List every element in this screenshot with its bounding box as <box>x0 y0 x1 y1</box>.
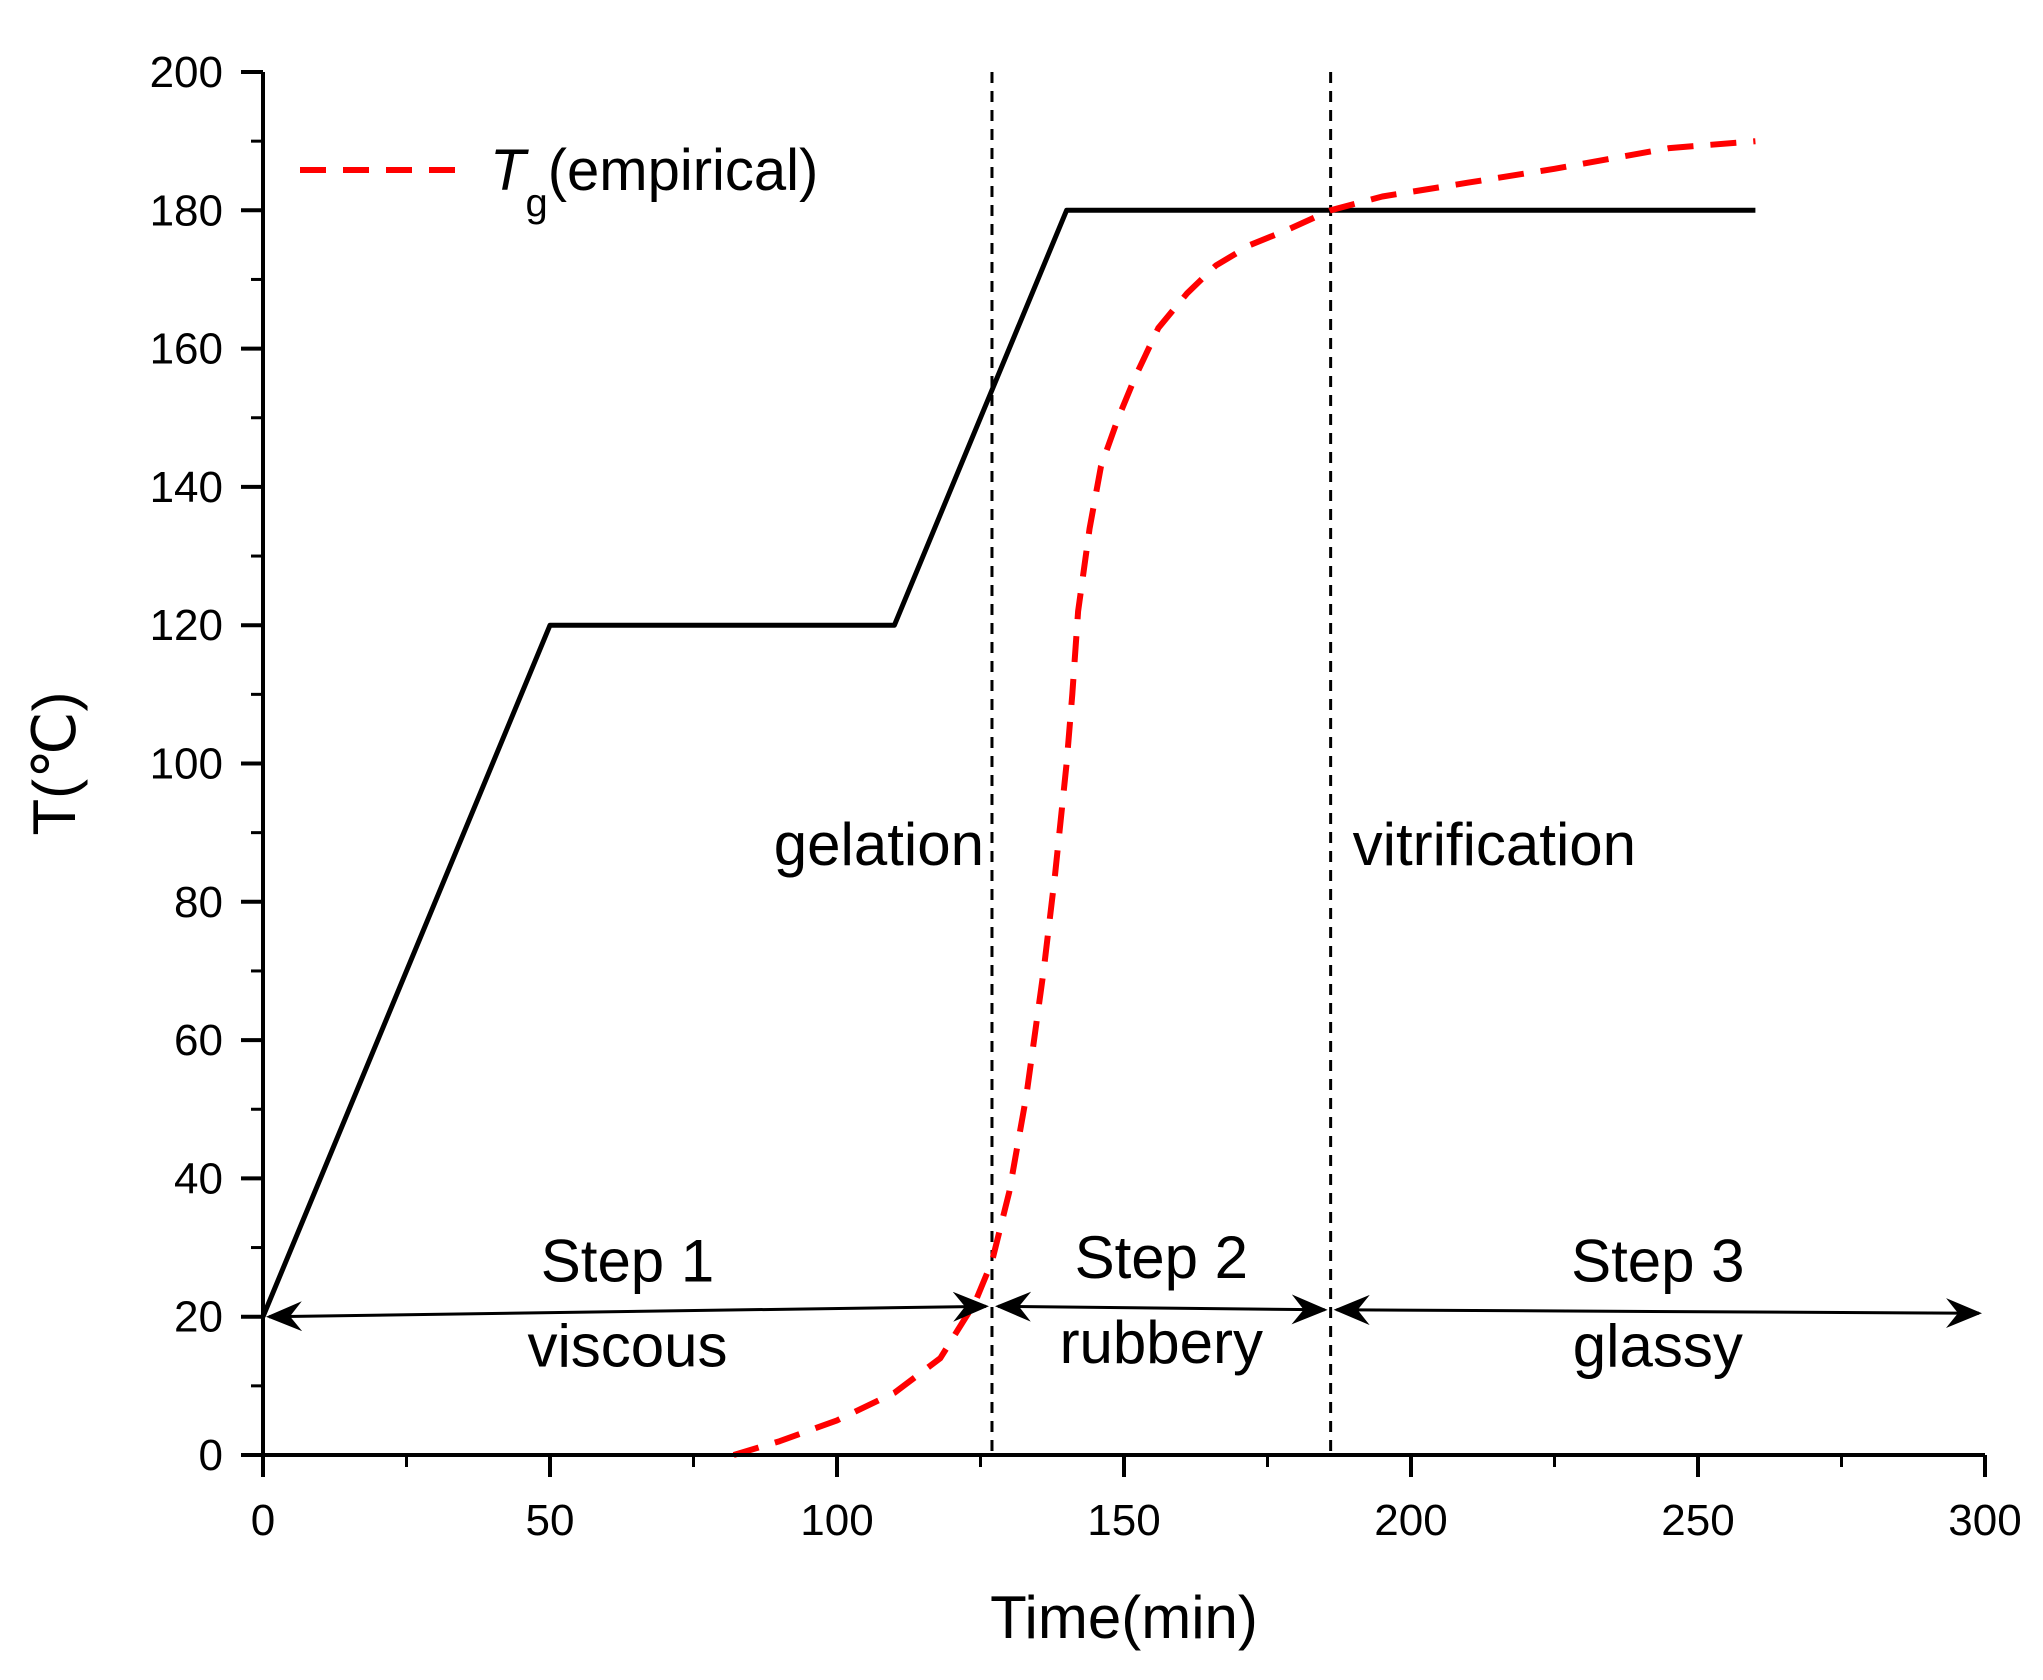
x-tick-label: 250 <box>1661 1496 1734 1545</box>
x-tick-label: 0 <box>251 1496 275 1545</box>
axes: 0 20 40 60 80 100 120 140 160 180 200 0 50 100 150 200 2… <box>150 48 2022 1545</box>
step-1-arrow <box>266 1291 989 1332</box>
y-tick-label: 100 <box>150 740 223 789</box>
y-tick-label: 160 <box>150 325 223 374</box>
legend-label: Tg(empirical) <box>490 138 818 225</box>
x-tick-label: 50 <box>526 1496 575 1545</box>
tg-empirical-line <box>732 138 1756 1458</box>
labels: Time(min) T(℃) gelation vitrification <box>21 692 1636 1652</box>
gelation-label: gelation <box>774 811 984 878</box>
x-tick-label: 200 <box>1374 1496 1447 1545</box>
x-tick-label: 300 <box>1948 1496 2021 1545</box>
step-3-state: glassy <box>1573 1313 1743 1380</box>
legend-label-rest: (empirical) <box>548 138 819 203</box>
legend: Tg(empirical) <box>300 138 818 225</box>
vitrification-label: vitrification <box>1353 811 1636 878</box>
x-tick-label: 100 <box>800 1496 873 1545</box>
y-tick-label: 140 <box>150 463 223 512</box>
y-tick-label: 200 <box>150 48 223 97</box>
y-tick-label: 0 <box>199 1431 223 1480</box>
y-tick-label: 20 <box>174 1293 223 1342</box>
cure-temperature-line <box>260 207 1756 1318</box>
y-tick-label: 180 <box>150 186 223 235</box>
step-2-state: rubbery <box>1060 1309 1263 1376</box>
step-2-arrow <box>994 1291 1328 1325</box>
y-tick-label: 80 <box>174 878 223 927</box>
step-3-arrow <box>1333 1294 1982 1329</box>
step-3-label: Step 3 <box>1571 1228 1744 1295</box>
step-1-label: Step 1 <box>541 1228 714 1295</box>
legend-label-main: T <box>490 138 529 203</box>
series-group <box>260 138 1756 1458</box>
steps-group: Step 1 viscous Step 2 rubbery Step 3 glassy <box>266 1224 1982 1380</box>
step-2-label: Step 2 <box>1075 1224 1248 1291</box>
legend-label-sub: g <box>525 181 547 225</box>
y-axis-title: T(℃) <box>21 692 88 836</box>
step-1-state: viscous <box>527 1313 727 1380</box>
vertical-lines <box>990 72 1333 1455</box>
x-tick-label: 150 <box>1087 1496 1160 1545</box>
x-axis-title: Time(min) <box>990 1584 1258 1651</box>
y-tick-label: 60 <box>174 1016 223 1065</box>
y-tick-label: 40 <box>174 1154 223 1203</box>
y-tick-label: 120 <box>150 601 223 650</box>
